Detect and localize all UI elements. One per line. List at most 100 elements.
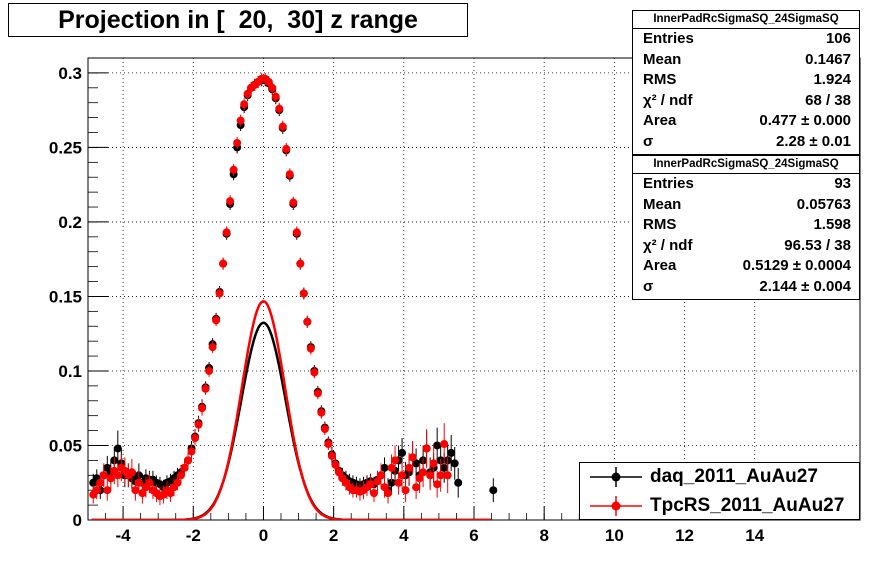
stats-row-area: Area 0.477 ± 0.000 [643, 112, 851, 130]
data-point-tpcrs [208, 343, 217, 352]
stats-row-area: Area 0.5129 ± 0.0004 [643, 257, 851, 275]
x-tick-label: 4 [399, 526, 409, 545]
data-point-tpcrs [127, 468, 136, 477]
data-point-tpcrs [394, 478, 403, 487]
data-point-tpcrs [299, 289, 308, 298]
stats-row-sigma: σ 2.144 ± 0.004 [643, 277, 851, 295]
data-point-tpcrs [285, 170, 294, 179]
data-point-tpcrs [331, 460, 340, 469]
stats-row-entries: Entries 106 [643, 30, 851, 47]
data-point-tpcrs [380, 483, 389, 492]
stats-row-rms: RMS 1.598 [643, 216, 851, 234]
data-point-daq [387, 478, 396, 487]
data-point-tpcrs [92, 486, 101, 495]
data-point-tpcrs [99, 471, 108, 480]
data-point-tpcrs [145, 478, 154, 487]
data-point-tpcrs [405, 463, 414, 472]
data-point-tpcrs [419, 468, 428, 477]
y-tick-label: 0 [73, 511, 82, 530]
data-point-tpcrs [327, 451, 336, 460]
data-point-tpcrs [271, 92, 280, 101]
data-point-daq [440, 463, 449, 472]
data-point-tpcrs [366, 480, 375, 489]
data-point-tpcrs [138, 489, 147, 498]
data-point-tpcrs [324, 439, 333, 448]
data-point-tpcrs [278, 122, 287, 131]
x-tick-label: 2 [329, 526, 338, 545]
stats-row-mean: Mean 0.1467 [643, 50, 851, 68]
legend-entry-daq: daq_2011_AuAu27 [580, 463, 861, 492]
y-tick-label: 0.2 [58, 213, 82, 232]
y-tick-label: 0.15 [49, 287, 82, 306]
data-point-tpcrs [422, 444, 431, 453]
stats-row-chi2: χ² / ndf 96.53 / 38 [643, 236, 851, 254]
data-point-daq [113, 444, 122, 453]
data-point-tpcrs [433, 480, 442, 489]
stats-box-daq: InnerPadRcSigmaSQ_24SigmaSQ Entries 106 M… [632, 10, 860, 155]
data-point-daq [450, 459, 459, 468]
data-point-tpcrs [173, 478, 182, 487]
stats-row-entries: Entries 93 [643, 175, 851, 192]
data-point-tpcrs [96, 478, 105, 487]
data-point-tpcrs [282, 144, 291, 153]
data-point-tpcrs [134, 478, 143, 487]
data-point-daq [454, 478, 463, 487]
data-point-tpcrs [369, 489, 378, 498]
data-point-tpcrs [226, 197, 235, 206]
stats-box-tpcrs: InnerPadRcSigmaSQ_24SigmaSQ Entries 93 Me… [632, 155, 860, 300]
data-point-tpcrs [398, 471, 407, 480]
data-point-tpcrs [275, 104, 284, 113]
legend-marker-red [590, 496, 642, 516]
data-point-daq [412, 459, 421, 468]
data-point-tpcrs [236, 116, 245, 125]
stats-header: InnerPadRcSigmaSQ_24SigmaSQ [633, 11, 859, 29]
x-tick-label: 8 [539, 526, 548, 545]
fit-curve-tpcrs [91, 300, 492, 520]
data-point-tpcrs [106, 474, 115, 483]
data-point-tpcrs [384, 489, 393, 498]
data-point-tpcrs [296, 259, 305, 268]
legend-label: daq_2011_AuAu27 [650, 466, 818, 487]
data-point-tpcrs [212, 316, 221, 325]
data-point-tpcrs [166, 489, 175, 498]
legend: daq_2011_AuAu27 TpcRS_2011_AuAu27 [579, 462, 860, 520]
stats-row-rms: RMS 1.924 [643, 71, 851, 89]
data-point-tpcrs [229, 165, 238, 174]
data-point-tpcrs [187, 447, 196, 456]
data-point-tpcrs [292, 228, 301, 237]
data-point-tpcrs [429, 459, 438, 468]
stats-row-sigma: σ 2.28 ± 0.01 [643, 132, 851, 150]
data-point-tpcrs [205, 366, 214, 375]
data-point-tpcrs [201, 384, 210, 393]
legend-label: TpcRS_2011_AuAu27 [650, 495, 845, 516]
data-point-tpcrs [219, 259, 228, 268]
data-point-tpcrs [440, 439, 449, 448]
data-point-tpcrs [180, 463, 189, 472]
data-point-daq [398, 448, 407, 457]
data-point-tpcrs [334, 468, 343, 477]
y-tick-label: 0.25 [49, 138, 82, 157]
data-point-tpcrs [310, 368, 319, 377]
data-point-tpcrs [198, 404, 207, 413]
data-point-daq [433, 441, 442, 450]
data-point-tpcrs [412, 483, 421, 492]
x-tick-label: 6 [469, 526, 478, 545]
data-point-tpcrs [243, 89, 252, 98]
stats-row-chi2: χ² / ndf 68 / 38 [643, 91, 851, 109]
data-point-tpcrs [131, 486, 140, 495]
data-point-tpcrs [317, 408, 326, 417]
data-point-tpcrs [401, 486, 410, 495]
x-tick-label: -2 [186, 526, 201, 545]
data-point-tpcrs [306, 344, 315, 353]
data-point-tpcrs [313, 389, 322, 398]
x-tick-label: 12 [675, 526, 694, 545]
data-point-tpcrs [233, 138, 242, 147]
data-point-tpcrs [264, 77, 273, 86]
stats-row-mean: Mean 0.05763 [643, 195, 851, 213]
data-point-tpcrs [415, 474, 424, 483]
y-tick-label: 0.1 [58, 362, 82, 381]
data-point-tpcrs [320, 425, 329, 434]
y-tick-label: 0.05 [49, 436, 82, 455]
data-point-tpcrs [268, 83, 277, 92]
